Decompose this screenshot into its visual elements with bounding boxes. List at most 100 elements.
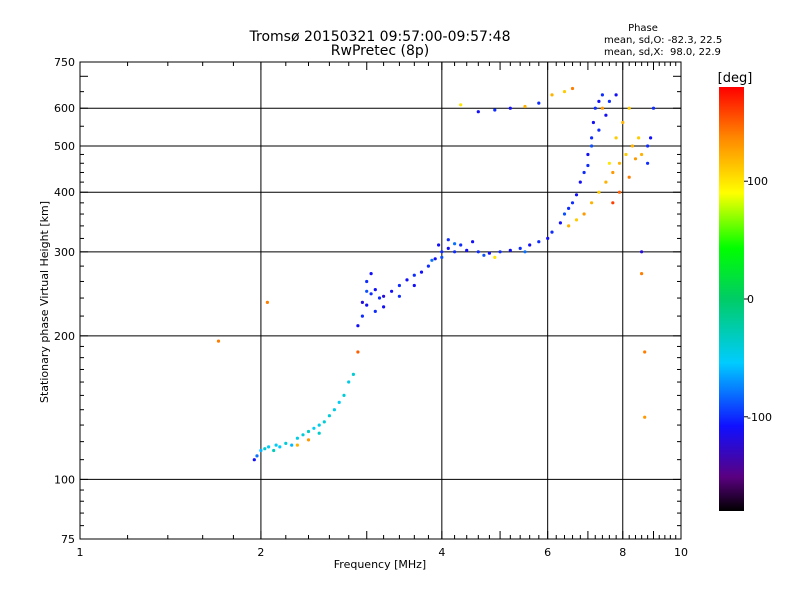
- chart-subtitle: RwPretec (8p): [331, 43, 429, 59]
- data-point: [607, 99, 612, 103]
- data-point: [453, 242, 457, 246]
- data-point: [365, 303, 369, 307]
- data-point: [617, 161, 622, 165]
- data-point: [373, 288, 377, 292]
- data-point: [493, 255, 497, 259]
- data-point: [640, 250, 644, 254]
- data-point: [440, 255, 444, 259]
- data-point: [295, 436, 299, 440]
- y-tick-label: 400: [54, 186, 75, 199]
- grid-lines: [80, 62, 681, 539]
- data-point: [597, 128, 601, 132]
- data-point: [614, 93, 618, 97]
- data-point: [550, 230, 554, 234]
- data-point: [651, 106, 656, 110]
- y-tick-label: 75: [61, 533, 75, 546]
- data-point: [646, 144, 650, 148]
- data-point: [255, 454, 259, 458]
- data-point: [382, 305, 386, 309]
- data-point: [537, 101, 541, 105]
- data-point: [643, 350, 647, 354]
- data-point: [574, 218, 579, 222]
- data-point: [337, 400, 341, 404]
- x-tick-label: 4: [438, 546, 445, 559]
- data-point: [356, 324, 360, 328]
- data-point: [317, 431, 321, 435]
- data-point: [306, 429, 311, 434]
- data-point: [640, 272, 644, 276]
- colorbar-tick-label: -100: [747, 411, 772, 424]
- data-point: [347, 380, 351, 384]
- data-point: [453, 250, 457, 254]
- data-point: [351, 372, 355, 376]
- data-point: [446, 246, 450, 250]
- data-point: [332, 408, 336, 412]
- data-point: [570, 86, 575, 91]
- data-point: [377, 296, 382, 300]
- data-points: [216, 86, 656, 462]
- data-point: [412, 273, 416, 277]
- y-tick-label: 750: [54, 56, 75, 69]
- data-point: [498, 250, 502, 254]
- data-point: [290, 443, 294, 447]
- y-tick-label: 100: [54, 473, 75, 486]
- data-point: [611, 170, 615, 175]
- data-point: [322, 420, 326, 424]
- data-point: [342, 393, 346, 397]
- data-point: [550, 93, 554, 97]
- data-point: [356, 350, 360, 354]
- data-point: [437, 243, 441, 247]
- data-point: [382, 294, 386, 298]
- data-point: [312, 426, 316, 430]
- data-point: [365, 289, 369, 293]
- data-point: [397, 283, 401, 288]
- data-point: [373, 309, 377, 313]
- data-point: [508, 248, 512, 252]
- x-tick-label: 1: [77, 546, 84, 559]
- data-point: [611, 201, 615, 205]
- data-point: [621, 120, 625, 125]
- data-point: [646, 161, 650, 165]
- data-point: [267, 445, 271, 449]
- data-point: [562, 90, 567, 94]
- data-point: [614, 136, 618, 140]
- data-point: [284, 441, 288, 445]
- data-point: [590, 201, 594, 205]
- data-point: [630, 144, 635, 148]
- data-point: [459, 243, 463, 247]
- data-point: [263, 447, 267, 451]
- data-point: [397, 294, 401, 298]
- data-point: [265, 300, 269, 304]
- data-point: [493, 108, 497, 112]
- data-point: [216, 339, 221, 343]
- stats-title: Phase: [628, 23, 658, 34]
- data-point: [508, 106, 512, 110]
- data-point: [558, 221, 563, 225]
- data-point: [640, 152, 644, 157]
- data-point: [624, 152, 628, 157]
- y-tick-label: 500: [54, 140, 75, 153]
- data-point: [471, 240, 475, 244]
- data-point: [637, 136, 641, 140]
- data-point: [593, 106, 597, 110]
- data-point: [365, 279, 369, 284]
- data-point: [476, 250, 480, 254]
- data-point: [295, 443, 299, 447]
- x-tick-label: 6: [544, 546, 551, 559]
- colorbar: [719, 87, 744, 511]
- data-point: [465, 248, 469, 252]
- data-point: [301, 433, 305, 437]
- data-point: [607, 161, 612, 165]
- stats-x-line: mean, sd,X: 98.0, 22.9: [604, 47, 721, 58]
- data-point: [537, 240, 541, 244]
- data-point: [252, 458, 256, 462]
- data-point: [604, 113, 608, 117]
- y-tick-label: 200: [54, 330, 75, 343]
- data-point: [446, 238, 450, 242]
- data-point: [590, 144, 594, 148]
- data-point: [567, 206, 571, 210]
- data-point: [317, 423, 321, 427]
- data-point: [390, 289, 394, 293]
- data-point: [360, 314, 364, 318]
